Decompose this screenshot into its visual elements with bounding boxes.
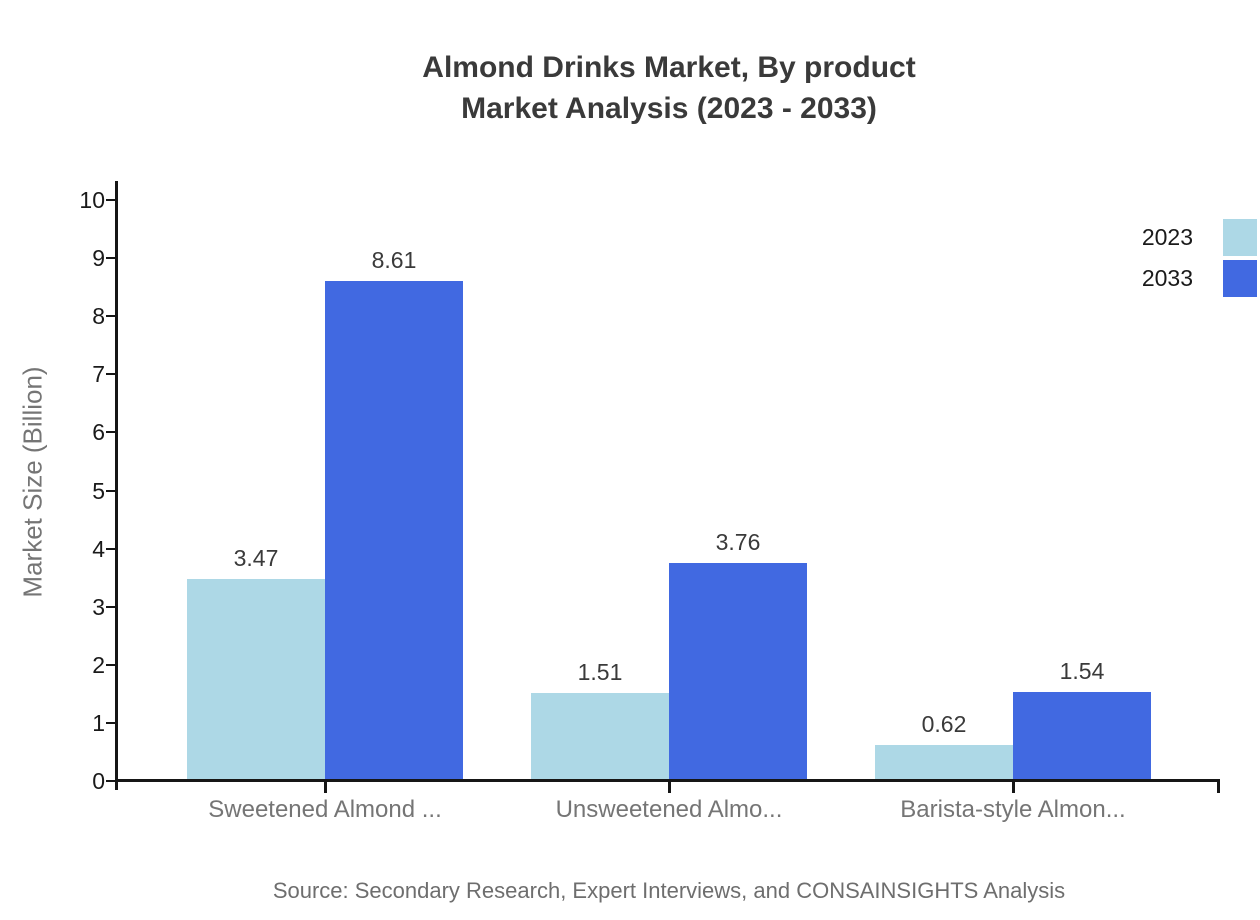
y-tick-label: 10 [79,187,105,213]
y-tick-label: 2 [92,651,105,678]
chart-title: Almond Drinks Market, By product Market … [78,47,1260,129]
legend-label: 2023 [1141,224,1193,250]
x-tick-mark [323,779,327,793]
legend-swatch [1223,219,1257,256]
y-tick-label: 5 [92,477,105,504]
x-axis-end-tick [1217,779,1220,793]
y-tick-mark [106,780,118,782]
bar-2033-0 [325,280,463,781]
y-axis-line [115,181,118,790]
y-tick-mark [106,373,118,376]
y-tick-mark [106,257,118,260]
x-category-label: Unsweetened Almo... [555,796,783,823]
value-label: 1.54 [1059,657,1105,684]
y-tick-mark [106,547,118,550]
legend-label: 2033 [1141,265,1193,291]
bar-2033-2 [1013,691,1151,781]
x-category-label: Barista-style Almon... [900,796,1126,823]
y-tick-label: 1 [92,709,105,736]
value-label: 3.47 [233,545,279,572]
chart-title-line2: Market Analysis (2023 - 2033) [461,92,877,125]
x-category-label: Sweetened Almond ... [208,796,442,823]
value-label: 1.51 [577,659,623,686]
y-tick-mark [106,199,118,201]
value-label: 8.61 [371,246,417,273]
value-label: 3.76 [715,528,761,555]
y-tick-label: 4 [92,535,105,562]
y-tick-label: 3 [92,593,105,620]
bar-2023-2 [875,744,1013,781]
y-tick-mark [106,721,118,724]
y-tick-label: 7 [92,361,105,388]
legend-item-2023: 2023 [1142,219,1257,256]
y-tick-label: 9 [92,245,105,272]
source-note: Source: Secondary Research, Expert Inter… [272,878,1066,903]
legend: 2023 2033 [1142,219,1257,297]
y-tick-mark [106,489,118,492]
bar-2023-1 [531,693,669,781]
bar-2023-0 [187,579,325,781]
y-tick-mark [106,605,118,608]
y-tick-label: 6 [92,419,105,446]
legend-swatch [1223,260,1257,297]
x-tick-mark [1011,779,1015,793]
y-tick-mark [106,663,118,666]
bar-2033-1 [669,562,807,781]
x-tick-mark [667,779,671,793]
y-tick-label: 0 [92,768,105,794]
y-tick-label: 8 [92,303,105,330]
y-tick-mark [106,431,118,434]
y-tick-mark [106,315,118,318]
value-label: 0.62 [921,710,967,737]
legend-item-2033: 2033 [1142,260,1257,297]
chart-title-line1: Almond Drinks Market, By product [422,51,916,84]
